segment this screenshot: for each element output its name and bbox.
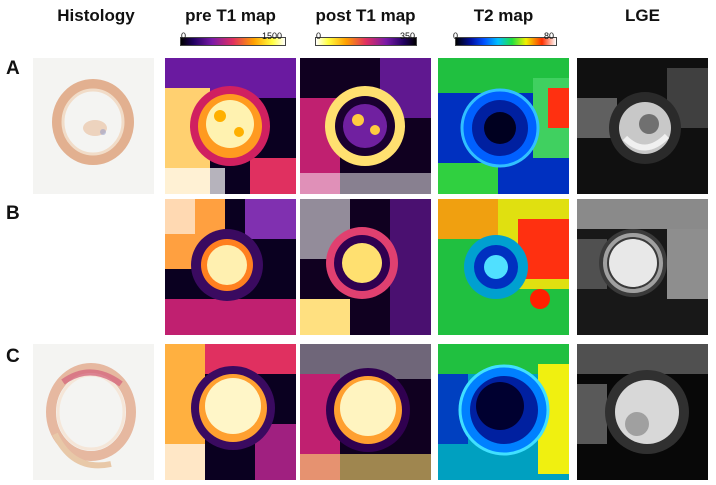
post-t1-map-image-a [300, 58, 431, 194]
column-title-pre-t1-map: pre T1 map [185, 6, 276, 25]
histology-image-c [33, 344, 154, 480]
pre-t1-map-image-a [165, 58, 296, 194]
pre-t1-map-image-b [165, 199, 296, 335]
column-title-post-t1-map: post T1 map [315, 6, 416, 25]
row-label-c: C [6, 346, 20, 367]
t2-map-image-c [438, 344, 569, 480]
pre-t1-colorbar [180, 37, 286, 46]
pre-t1-colorbar-max: 1500 [262, 31, 283, 41]
t2-map-image-b [438, 199, 569, 335]
post-t1-colorbar-min: 0 [316, 31, 322, 41]
lge-image-a [577, 58, 708, 194]
t2-map-image-a [438, 58, 569, 194]
row-label-b: B [6, 203, 20, 224]
row-label-a: A [6, 58, 20, 79]
pre-t1-colorbar-min: 0 [181, 31, 187, 41]
pre-t1-map-image-c [165, 344, 296, 480]
lge-image-c [577, 344, 708, 480]
post-t1-colorbar-max: 350 [400, 31, 416, 41]
t2-colorbar [455, 37, 557, 46]
column-title-histology: Histology [57, 6, 135, 25]
column-title-t2-map: T2 map [473, 6, 534, 25]
histology-image-a [33, 58, 154, 194]
column-title-lge: LGE [625, 6, 660, 25]
lge-image-b [577, 199, 708, 335]
post-t1-map-image-b [300, 199, 431, 335]
post-t1-map-image-c [300, 344, 431, 480]
t2-colorbar-max: 80 [544, 31, 555, 41]
post-t1-colorbar [315, 37, 417, 46]
t2-colorbar-min: 0 [453, 31, 459, 41]
